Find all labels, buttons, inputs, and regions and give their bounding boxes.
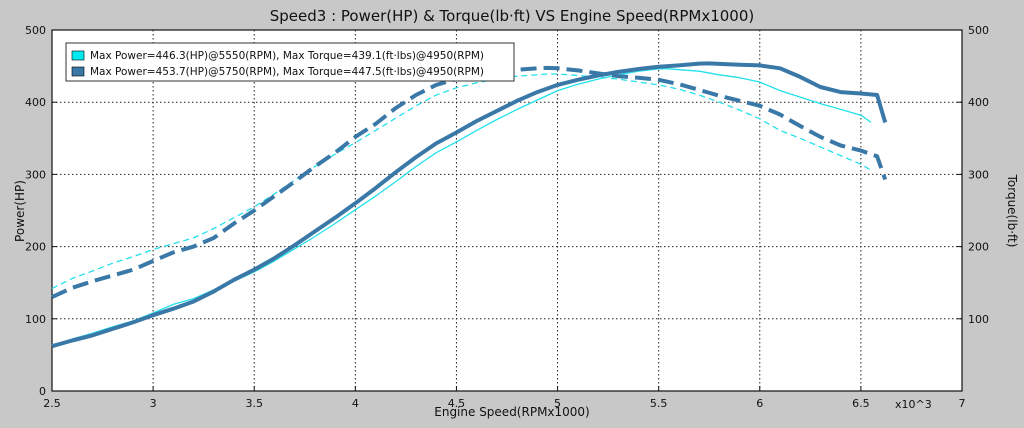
y2-tick-label: 300 xyxy=(968,168,989,181)
y2-tick-label: 200 xyxy=(968,241,989,254)
y-tick-label: 500 xyxy=(25,24,46,37)
series-line-torque-run-1 xyxy=(51,73,872,290)
chart-title: Speed3 : Power(HP) & Torque(lb·ft) VS En… xyxy=(270,7,754,25)
y2-tick-label: 100 xyxy=(968,313,989,326)
x-tick-label: 6.5 xyxy=(852,397,870,410)
x-tick-label: 2.5 xyxy=(43,397,61,410)
legend: Max Power=446.3(HP)@5550(RPM), Max Torqu… xyxy=(65,42,515,82)
x-tick-label: 4 xyxy=(352,397,359,410)
plot-area xyxy=(51,29,963,392)
x-tick-label: 3 xyxy=(150,397,157,410)
y2-axis-title: Torque(lb·ft) xyxy=(1005,174,1019,248)
x-multiplier-label: x10^3 xyxy=(895,398,932,411)
ticks: 2.5 3 3.5 4 4.5 5 5.5 6 6.5 7 0 100 200 300 400 500 100 2… xyxy=(25,24,989,410)
y-tick-label: 400 xyxy=(25,96,46,109)
series-line-power-run-1 xyxy=(51,68,872,347)
x-tick-label: 4.5 xyxy=(448,397,466,410)
legend-swatch-1 xyxy=(71,50,85,61)
x-tick-label: 7 xyxy=(959,397,966,410)
y2-tick-label: 400 xyxy=(968,96,989,109)
series-line-power-run-2 xyxy=(51,61,888,349)
y-tick-label: 0 xyxy=(39,385,46,398)
x-tick-label: 3.5 xyxy=(245,397,263,410)
legend-entry-2: Max Power=453.7(HP)@5750(RPM), Max Torqu… xyxy=(90,66,484,78)
x-tick-label: 6 xyxy=(756,397,763,410)
legend-entry-1: Max Power=446.3(HP)@5550(RPM), Max Torqu… xyxy=(90,50,484,62)
y2-tick-label: 500 xyxy=(968,24,989,37)
x-axis-title: Engine Speed(RPMx1000) xyxy=(434,405,590,419)
x-tick-label: 5.5 xyxy=(650,397,668,410)
y-tick-label: 100 xyxy=(25,313,46,326)
y-tick-label: 300 xyxy=(25,168,46,181)
y-axis-title: Power(HP) xyxy=(13,180,27,242)
x-tick-label: 5 xyxy=(554,397,561,410)
legend-swatch-2 xyxy=(71,66,85,77)
y-tick-label: 200 xyxy=(25,241,46,254)
legend-box xyxy=(65,42,515,82)
